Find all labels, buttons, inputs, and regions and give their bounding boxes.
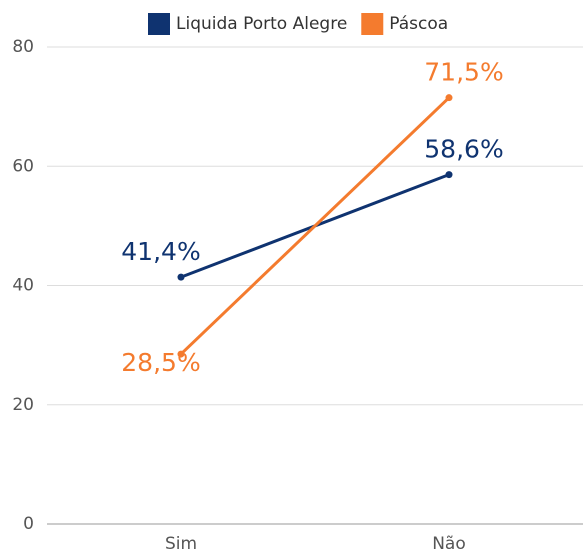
data-label: 41,4% bbox=[121, 237, 200, 266]
point bbox=[177, 350, 185, 358]
data-label: 28,5% bbox=[121, 348, 200, 377]
legend-label: Páscoa bbox=[389, 14, 448, 34]
y-tick-label: 60 bbox=[12, 156, 34, 176]
data-label: 58,6% bbox=[424, 135, 503, 164]
y-tick-label: 20 bbox=[12, 395, 34, 415]
y-tick-label: 0 bbox=[23, 514, 34, 534]
legend-swatch bbox=[148, 13, 170, 35]
point bbox=[445, 171, 453, 179]
point bbox=[445, 94, 453, 102]
y-tick-label: 80 bbox=[12, 37, 34, 57]
data-label: 71,5% bbox=[424, 58, 503, 87]
series-line bbox=[179, 96, 451, 356]
point bbox=[177, 273, 185, 281]
y-tick-label: 40 bbox=[12, 276, 34, 296]
legend-label: Liquida Porto Alegre bbox=[176, 14, 347, 34]
legend-swatch bbox=[361, 13, 384, 35]
x-tick-label: Não bbox=[432, 534, 466, 550]
x-tick-label: Sim bbox=[165, 534, 197, 550]
